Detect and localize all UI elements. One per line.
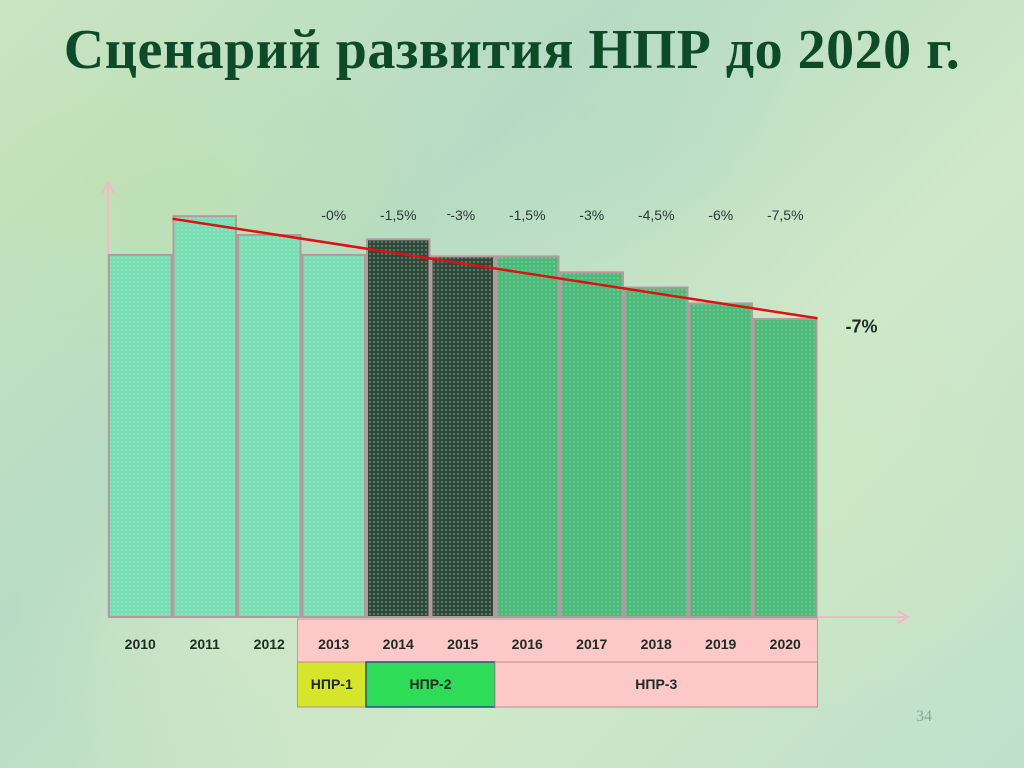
slide-number: 34 [916, 708, 932, 725]
slide-title: Сценарий развития НПР до 2020 г. [63, 19, 961, 81]
x-tick-label-2013: 2013 [318, 636, 349, 652]
phase-box-2 [365, 661, 496, 708]
bar-texture-2011 [174, 217, 235, 617]
x-axis-arrow [897, 610, 910, 624]
bar-sublabel-2015: - [447, 206, 451, 221]
bar-texture-2014 [368, 240, 429, 617]
bar-label-2020: -7,5% [767, 207, 804, 223]
bar-texture-2010 [110, 255, 171, 616]
phase-label-1: НПР-1 [311, 676, 353, 692]
phase-box-1 [297, 661, 367, 708]
y-axis-arrow [101, 181, 115, 194]
x-tick-label-2018: 2018 [641, 636, 672, 652]
bar-texture-2018 [626, 288, 687, 616]
x-tick-label-2012: 2012 [254, 636, 285, 652]
x-tick-label-2019: 2019 [705, 636, 736, 652]
trend-line [172, 217, 818, 320]
bar-label-2017: -3% [579, 207, 604, 223]
bar-label-2018: -4,5% [638, 207, 675, 223]
trend-label: -7% [845, 316, 877, 336]
x-tick-label-2010: 2010 [125, 636, 156, 652]
bar-texture-2020 [755, 320, 816, 616]
phase-box-3 [494, 661, 818, 708]
x-tick-label-2016: 2016 [512, 636, 543, 652]
phase-label-3: НПР-3 [635, 676, 677, 692]
x-tick-label-2017: 2017 [576, 636, 607, 652]
bar-label-2014: -1,5% [380, 207, 417, 223]
bar-texture-2019 [690, 304, 751, 616]
bar-texture-2017 [561, 273, 622, 616]
bar-texture-2016 [497, 257, 558, 616]
bar-label-2016: -1,5% [509, 207, 546, 223]
x-tick-label-2015: 2015 [447, 636, 478, 652]
bar-label-2013: -0% [321, 207, 346, 223]
bar-texture-2015 [432, 257, 493, 616]
x-tick-label-2014: 2014 [383, 636, 414, 652]
bar-label-2019: -6% [708, 207, 733, 223]
phase-label-2: НПР-2 [410, 676, 452, 692]
bar-texture-2012 [239, 236, 300, 616]
bar-label-2015: -3% [450, 207, 475, 223]
x-tick-label-2020: 2020 [770, 636, 801, 652]
x-tick-label-2011: 2011 [190, 636, 221, 652]
bar-texture-2013 [303, 255, 364, 616]
